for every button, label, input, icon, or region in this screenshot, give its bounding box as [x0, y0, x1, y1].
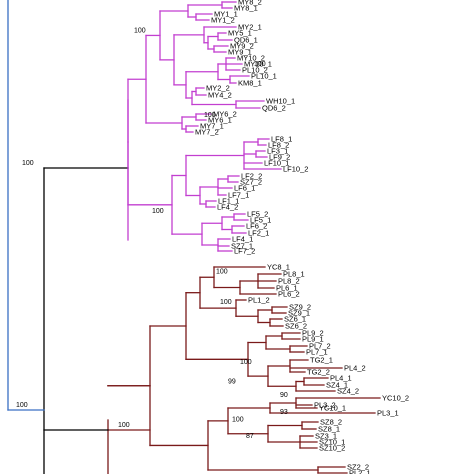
- leaf-label: PL8_2: [278, 277, 300, 286]
- bootstrap-label: 100: [16, 402, 28, 409]
- leaf-label: SZ9_2: [289, 303, 311, 312]
- leaf-label: YC8_1: [267, 263, 290, 272]
- leaf-label: MY6_2: [213, 110, 237, 119]
- bootstrap-label: 93: [280, 409, 288, 416]
- leaf-label: MY7_2: [195, 128, 219, 137]
- leaf-label: SZ10_1: [319, 438, 345, 447]
- leaf-label: LF10_1: [264, 159, 289, 168]
- leaf-label: LF6_1: [234, 184, 255, 193]
- bootstrap-label: 100: [240, 359, 252, 366]
- leaf-label: MY9_2: [230, 42, 254, 51]
- leaf-label: SZ10_2: [319, 444, 345, 453]
- leaf-label: TG2_2: [307, 368, 330, 377]
- leaf-label: LF4_1: [232, 235, 253, 244]
- leaf-label: YC10_2: [382, 394, 409, 403]
- leaf-label: MY2_2: [206, 84, 230, 93]
- leaf-label: MY1_2: [211, 16, 235, 25]
- leaf-label: PL6_2: [278, 290, 300, 299]
- leaf-label: SZ6_1: [284, 315, 306, 324]
- bootstrap-label: 100: [220, 299, 232, 306]
- leaf-label: LF10_2: [283, 165, 308, 174]
- leaf-label: PL4_1: [330, 374, 352, 383]
- leaf-label: PL1_2: [248, 296, 270, 305]
- leaf-label: LF4_2: [217, 203, 238, 212]
- leaf-label: PL3_1: [377, 409, 399, 418]
- leaf-label: PL7_1: [306, 348, 328, 357]
- leaf-label: PL9_1: [302, 335, 324, 344]
- leaf-label: PL10_1: [251, 72, 277, 81]
- leaf-label: LF9_2: [269, 153, 290, 162]
- leaf-label: QD6_2: [262, 104, 286, 113]
- leaf-label: PL3_2: [314, 401, 336, 410]
- leaf-label: MY1_1: [214, 10, 238, 19]
- bootstrap-label: 90: [280, 392, 288, 399]
- leaf-label: PL6_1: [276, 284, 298, 293]
- leaf-label: LF5_2: [247, 210, 268, 219]
- leaf-label: LF5_1: [250, 216, 271, 225]
- leaf-label: MY8_2: [238, 0, 262, 7]
- leaf-label: LF2_1: [248, 229, 269, 238]
- bootstrap-label: 100: [232, 417, 244, 424]
- leaf-label: MY10_1: [244, 60, 272, 69]
- leaf-label: TG2_1: [310, 356, 333, 365]
- leaf-label: SZ9_1: [288, 309, 310, 318]
- leaf-label: PL7_2: [309, 342, 331, 351]
- leaf-label: SZ8_1: [318, 425, 340, 434]
- leaf-label: PL8_1: [283, 270, 305, 279]
- bootstrap-label: 100: [152, 208, 164, 215]
- leaf-label: SZ7_1: [231, 242, 253, 251]
- leaf-label: SZ3_1: [315, 432, 337, 441]
- leaf-label: YC10_1: [319, 404, 346, 413]
- leaf-label: SZ4_2: [337, 387, 359, 396]
- bootstrap-label: 100: [134, 27, 146, 34]
- bootstrap-label: 100: [204, 112, 216, 119]
- leaf-label: LF7_2: [234, 247, 255, 256]
- leaf-label: PL9_2: [302, 329, 324, 338]
- leaf-label: LF8_2: [268, 141, 289, 150]
- leaf-label: MY6_1: [208, 116, 232, 125]
- leaf-label: LF8_1: [271, 135, 292, 144]
- bootstrap-label: 100: [216, 268, 228, 275]
- bootstrap-label: 87: [246, 433, 254, 440]
- leaf-label: SZ6_2: [285, 322, 307, 331]
- leaf-label: SZ2_2: [347, 463, 369, 472]
- leaf-label: SZ8_2: [320, 418, 342, 427]
- leaf-label: SZ7_2: [240, 178, 262, 187]
- leaf-label: MY10_2: [237, 54, 265, 63]
- leaf-label: LF6_2: [246, 222, 267, 231]
- leaf-label: LF2_2: [241, 172, 262, 181]
- leaf-label: MY7_1: [200, 122, 224, 131]
- leaf-label: LF1_1: [218, 197, 239, 206]
- leaf-label: MY9_1: [228, 48, 252, 57]
- leaf-label: LF7_1: [228, 191, 249, 200]
- leaf-label: PL2_1: [349, 469, 371, 474]
- bootstrap-label: 100: [22, 160, 34, 167]
- leaf-label: PL4_2: [344, 364, 366, 373]
- leaf-label: WH10_1: [266, 97, 295, 106]
- leaf-label: LF3_1: [267, 147, 288, 156]
- leaf-label: MY5_1: [228, 29, 252, 38]
- leaf-label: SZ4_1: [326, 381, 348, 390]
- leaf-label: PL10_2: [242, 66, 268, 75]
- bootstrap-label: 99: [228, 378, 236, 385]
- leaf-label: MY4_2: [208, 91, 232, 100]
- leaf-label: KM8_1: [238, 79, 262, 88]
- leaf-label: QD6_1: [234, 36, 258, 45]
- leaf-label: MY8_1: [234, 4, 258, 13]
- bootstrap-label: 100: [254, 61, 266, 68]
- bootstrap-label: 100: [118, 422, 130, 429]
- leaf-label: MY2_1: [238, 23, 262, 32]
